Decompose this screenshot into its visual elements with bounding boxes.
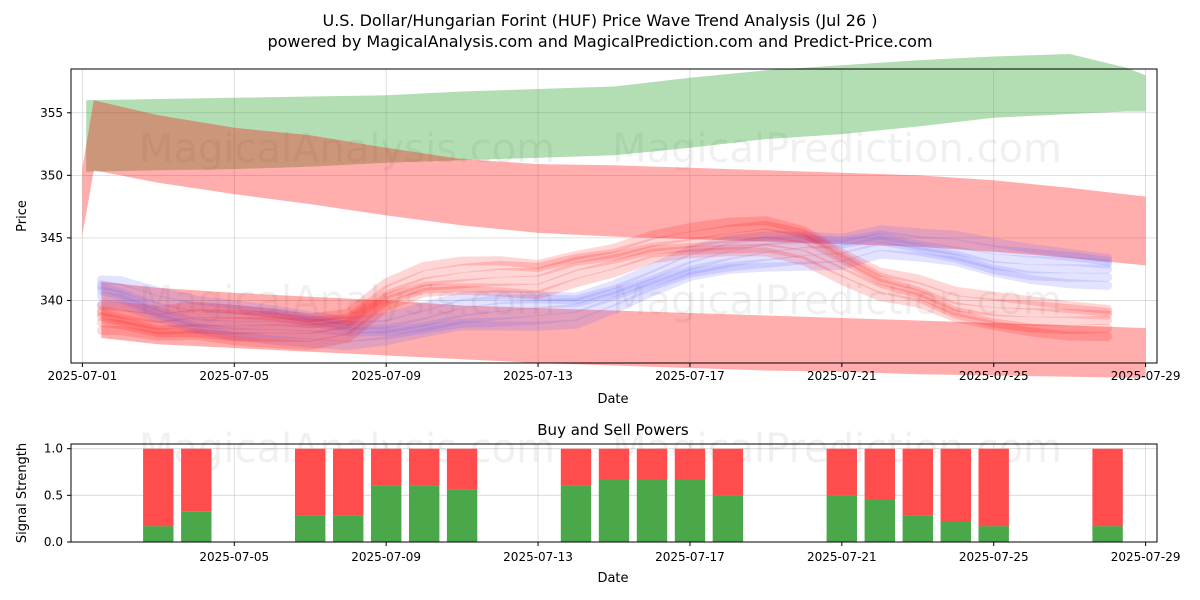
buy-bar — [446, 489, 478, 542]
price-band-2 — [101, 281, 1146, 378]
buy-bar — [598, 479, 630, 542]
price-x-tick-label: 2025-07-01 — [48, 369, 118, 383]
buy-bar — [333, 515, 364, 542]
price-wave-plot: MagicalAnalysis.com MagicalPrediction.co… — [15, 54, 1180, 407]
sell-bar — [636, 448, 668, 480]
sell-bar — [864, 448, 895, 500]
signal-y-tick-label: 0.5 — [44, 488, 63, 502]
buy-bar — [181, 511, 212, 542]
wave-line-blue-2 — [96, 236, 1113, 337]
price-x-tick-label: 2025-07-13 — [503, 369, 573, 383]
sell-bar — [826, 448, 857, 496]
price-bands — [82, 54, 1146, 378]
buy-bar — [560, 485, 592, 542]
wave-line-red-3 — [96, 228, 1113, 331]
signal-y-axis-label: Signal Strength — [15, 443, 30, 543]
price-x-tick-label: 2025-07-17 — [655, 369, 725, 383]
price-y-axis-label: Price — [15, 200, 30, 232]
buy-bar — [978, 526, 1009, 542]
signal-x-tick-label: 2025-07-09 — [351, 550, 421, 564]
sell-bar — [674, 448, 706, 480]
price-y-tick-label: 340 — [40, 293, 63, 307]
sell-bar — [1092, 448, 1123, 527]
sell-bar — [902, 448, 933, 516]
signal-x-axis-label: Date — [597, 571, 628, 586]
price-band-0 — [86, 54, 1146, 172]
buy-bar — [864, 500, 895, 542]
price-wave-lines — [96, 216, 1113, 351]
signal-y-tick-label: 0.0 — [44, 535, 63, 549]
sell-bar — [598, 448, 630, 480]
chart-subtitle: powered by MagicalAnalysis.com and Magic… — [267, 32, 932, 51]
wave-line-red-4 — [96, 220, 1113, 326]
watermark-top-left: MagicalAnalysis.com — [139, 126, 555, 172]
sell-bar — [181, 448, 212, 512]
buy-bar — [636, 479, 668, 542]
buy-bar — [295, 515, 326, 542]
price-y-tick-label: 350 — [40, 168, 63, 182]
price-x-tick-label: 2025-07-09 — [351, 369, 421, 383]
price-y-tick-label: 355 — [40, 106, 63, 120]
signal-x-tick-label: 2025-07-21 — [807, 550, 877, 564]
buy-bar — [940, 521, 971, 542]
sell-bar — [143, 448, 174, 527]
signal-y-tick-label: 1.0 — [44, 442, 63, 456]
signal-x-tick-label: 2025-07-17 — [655, 550, 725, 564]
wave-line-red-1 — [96, 243, 1113, 342]
buy-bar — [902, 515, 933, 542]
price-x-tick-label: 2025-07-25 — [959, 369, 1029, 383]
price-x-tick-label: 2025-07-21 — [807, 369, 877, 383]
buy-bar — [674, 479, 706, 542]
sell-bar — [712, 448, 744, 496]
signal-axes: 2025-07-05 2025-07-09 2025-07-13 2025-07-17… — [44, 442, 1181, 564]
wave-line-red-2 — [96, 236, 1113, 335]
wave-line-blue-0 — [96, 249, 1113, 351]
price-x-axis-label: Date — [597, 392, 628, 407]
sell-bar — [446, 448, 478, 490]
wave-line-blue-5 — [96, 225, 1113, 326]
wave-line-blue-3 — [96, 233, 1113, 334]
watermark-mid-left: MagicalAnalysis.com — [139, 278, 555, 324]
signal-x-tick-label: 2025-07-25 — [959, 550, 1029, 564]
buy-sell-plot: Buy and Sell Powers MagicalAnalysis.com … — [15, 421, 1180, 586]
price-x-tick-label: 2025-07-29 — [1111, 369, 1181, 383]
wave-line-blue-4 — [96, 230, 1113, 331]
sell-bar — [978, 448, 1009, 527]
signal-x-tick-label: 2025-07-13 — [503, 550, 573, 564]
watermark-mid-right: MagicalPrediction.com — [612, 278, 1062, 324]
sell-bar — [940, 448, 971, 522]
signal-plot-frame — [70, 443, 1158, 543]
buy-bar — [826, 495, 857, 542]
chart-title: U.S. Dollar/Hungarian Forint (HUF) Price… — [322, 11, 877, 30]
wave-line-blue-1 — [96, 241, 1113, 343]
buy-bar — [409, 485, 440, 542]
wave-line-red-5 — [96, 216, 1113, 323]
wave-line-red-0 — [96, 247, 1113, 350]
sell-bar — [295, 448, 326, 516]
sell-bar — [333, 448, 364, 516]
signal-x-tick-label: 2025-07-29 — [1111, 550, 1181, 564]
buy-bar — [712, 495, 744, 542]
price-axes: 2025-07-01 2025-07-05 2025-07-09 2025-07-13… — [40, 106, 1180, 383]
price-x-tick-label: 2025-07-05 — [199, 369, 269, 383]
price-band-1 — [82, 100, 1146, 266]
watermark-top-right: MagicalPrediction.com — [612, 126, 1062, 172]
buy-bar — [1092, 526, 1123, 542]
signal-x-tick-label: 2025-07-05 — [199, 550, 269, 564]
sell-bar — [409, 448, 440, 486]
buy-bar — [371, 485, 402, 542]
signal-bars — [143, 448, 1123, 542]
price-y-tick-label: 345 — [40, 231, 63, 245]
buy-sell-title: Buy and Sell Powers — [537, 421, 689, 439]
sell-bar — [371, 448, 402, 486]
sell-bar — [560, 448, 592, 486]
buy-bar — [143, 526, 174, 542]
price-plot-frame — [70, 68, 1158, 364]
price-gridlines — [71, 69, 1157, 363]
